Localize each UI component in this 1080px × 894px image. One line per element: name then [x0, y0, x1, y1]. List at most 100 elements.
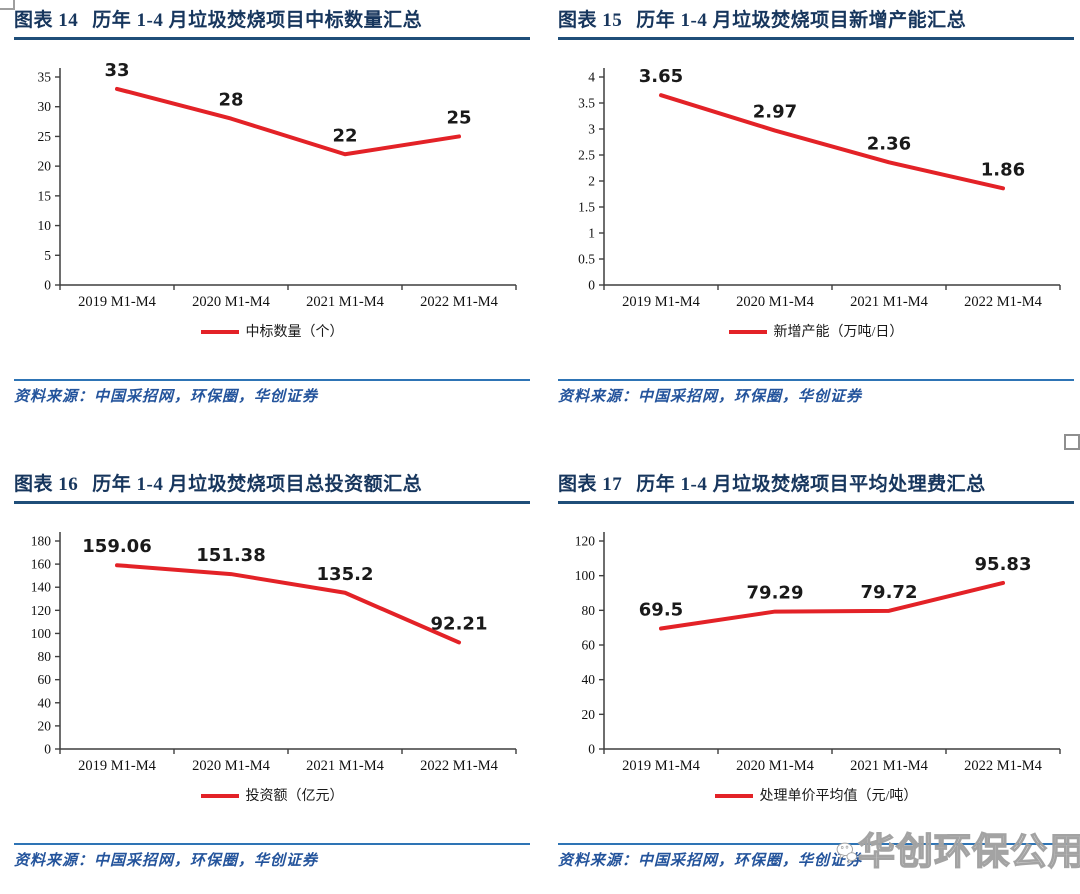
figure-title-text: 历年 1-4 月垃圾焚烧项目平均处理费汇总: [636, 474, 986, 495]
svg-text:2021 M1-M4: 2021 M1-M4: [850, 758, 928, 774]
charts-grid: 图表 14 历年 1-4 月垃圾焚烧项目中标数量汇总 0 5 10 15 20 25 30 35…: [14, 8, 1074, 877]
figure-title-text: 历年 1-4 月垃圾焚烧项目中标数量汇总: [92, 10, 423, 31]
svg-text:40: 40: [582, 672, 596, 687]
svg-text:15: 15: [38, 188, 52, 203]
figure-label: 图表 14: [14, 10, 79, 31]
svg-text:4: 4: [588, 70, 595, 85]
figure-label: 图表 16: [14, 474, 79, 495]
title-rule: [14, 501, 530, 504]
svg-text:120: 120: [31, 603, 52, 618]
chart-panel-17: 图表 17 历年 1-4 月垃圾焚烧项目平均处理费汇总 0 20 40 60 80 100 1…: [558, 472, 1074, 877]
svg-text:2020 M1-M4: 2020 M1-M4: [736, 294, 814, 310]
title-rule: [14, 37, 530, 40]
svg-text:151.38: 151.38: [196, 545, 265, 566]
source-separator-rule: [558, 843, 1074, 845]
chart-panel-16: 图表 16 历年 1-4 月垃圾焚烧项目总投资额汇总 0 20 40 60 80 100 12…: [14, 472, 530, 877]
svg-text:159.06: 159.06: [82, 536, 151, 557]
svg-text:2021 M1-M4: 2021 M1-M4: [306, 758, 384, 774]
chart-title: 图表 15 历年 1-4 月垃圾焚烧项目新增产能汇总: [558, 8, 1074, 34]
source-separator-rule: [14, 843, 530, 845]
chart-panel-15: 图表 15 历年 1-4 月垃圾焚烧项目新增产能汇总 0 0.5 1 1.5 2 2.5 3 3…: [558, 8, 1074, 413]
svg-text:25: 25: [446, 107, 471, 128]
svg-text:2: 2: [588, 174, 595, 189]
svg-text:80: 80: [582, 603, 596, 618]
svg-text:0: 0: [588, 278, 595, 293]
source-text: 资料来源：中国采招网，环保圈，华创证券: [14, 853, 319, 869]
svg-text:2019 M1-M4: 2019 M1-M4: [622, 294, 700, 310]
svg-text:1.86: 1.86: [981, 159, 1025, 180]
svg-text:2022 M1-M4: 2022 M1-M4: [964, 758, 1042, 774]
figure-title-text: 历年 1-4 月垃圾焚烧项目新增产能汇总: [636, 10, 967, 31]
svg-text:95.83: 95.83: [975, 554, 1032, 575]
svg-text:20: 20: [38, 718, 52, 733]
svg-text:5: 5: [44, 248, 51, 263]
svg-text:28: 28: [218, 90, 243, 111]
chart-panel-14: 图表 14 历年 1-4 月垃圾焚烧项目中标数量汇总 0 5 10 15 20 25 30 35…: [14, 8, 530, 413]
svg-text:3: 3: [588, 122, 595, 137]
figure-label: 图表 17: [558, 474, 623, 495]
svg-text:25: 25: [38, 129, 52, 144]
line-chart-total-investment: 0 20 40 60 80 100 120 140 160 180 2019 M1-M4 2020 M…: [31, 532, 517, 774]
ui-artifact-checkbox: [1064, 434, 1080, 450]
svg-text:0: 0: [44, 742, 51, 757]
chart-title: 图表 17 历年 1-4 月垃圾焚烧项目平均处理费汇总: [558, 472, 1074, 498]
svg-text:2.97: 2.97: [753, 102, 797, 123]
svg-text:100: 100: [31, 626, 52, 641]
svg-text:1.5: 1.5: [578, 200, 595, 215]
chart-legend: 新增产能（万吨/日）: [558, 323, 1074, 343]
svg-text:3.5: 3.5: [578, 96, 595, 111]
legend-label: 处理单价平均值（元/吨）: [759, 789, 918, 804]
line-chart-won-projects: 0 5 10 15 20 25 30 35 2019 M1-M4 2020 M1-M4 2021 M…: [38, 60, 517, 310]
svg-text:140: 140: [31, 580, 52, 595]
svg-text:69.5: 69.5: [639, 600, 683, 621]
svg-text:79.29: 79.29: [747, 583, 804, 604]
chart-title: 图表 16 历年 1-4 月垃圾焚烧项目总投资额汇总: [14, 472, 530, 498]
svg-text:2019 M1-M4: 2019 M1-M4: [622, 758, 700, 774]
legend-line-swatch: [714, 793, 753, 798]
source-separator-rule: [558, 379, 1074, 381]
svg-text:2022 M1-M4: 2022 M1-M4: [420, 758, 498, 774]
source-text: 资料来源：中国采招网，环保圈，华创证券: [558, 853, 863, 869]
legend-line-swatch: [728, 329, 767, 334]
legend-label: 中标数量（个）: [245, 325, 344, 340]
figure-title-text: 历年 1-4 月垃圾焚烧项目总投资额汇总: [92, 474, 423, 495]
svg-text:120: 120: [575, 534, 596, 549]
chart-title: 图表 14 历年 1-4 月垃圾焚烧项目中标数量汇总: [14, 8, 530, 34]
chart-legend: 投资额（亿元）: [14, 787, 530, 807]
svg-text:2020 M1-M4: 2020 M1-M4: [192, 294, 270, 310]
svg-text:1: 1: [588, 226, 595, 241]
svg-text:2020 M1-M4: 2020 M1-M4: [192, 758, 270, 774]
svg-text:0: 0: [44, 278, 51, 293]
svg-text:135.2: 135.2: [317, 564, 374, 585]
svg-text:92.21: 92.21: [431, 613, 488, 634]
svg-text:2021 M1-M4: 2021 M1-M4: [306, 294, 384, 310]
ui-artifact-corner-box: [0, 0, 15, 10]
title-rule: [558, 501, 1074, 504]
svg-text:2021 M1-M4: 2021 M1-M4: [850, 294, 928, 310]
svg-text:10: 10: [38, 218, 52, 233]
source-text: 资料来源：中国采招网，环保圈，华创证券: [14, 389, 319, 405]
chart-legend: 处理单价平均值（元/吨）: [558, 787, 1074, 807]
svg-text:22: 22: [332, 125, 357, 146]
svg-text:160: 160: [31, 557, 52, 572]
svg-text:35: 35: [38, 70, 52, 85]
svg-text:40: 40: [38, 695, 52, 710]
svg-text:60: 60: [582, 638, 596, 653]
legend-label: 投资额（亿元）: [245, 789, 344, 804]
svg-text:2.5: 2.5: [578, 148, 595, 163]
svg-text:180: 180: [31, 534, 52, 549]
svg-text:100: 100: [575, 568, 596, 583]
svg-text:20: 20: [582, 707, 596, 722]
chart-legend: 中标数量（个）: [14, 323, 530, 343]
svg-text:2019 M1-M4: 2019 M1-M4: [78, 758, 156, 774]
svg-text:0.5: 0.5: [578, 252, 595, 267]
svg-text:33: 33: [104, 60, 129, 81]
svg-text:2019 M1-M4: 2019 M1-M4: [78, 294, 156, 310]
svg-text:0: 0: [588, 742, 595, 757]
svg-text:2020 M1-M4: 2020 M1-M4: [736, 758, 814, 774]
line-chart-average-fee: 0 20 40 60 80 100 120 2019 M1-M4 2020 M1-M4 2021 …: [575, 532, 1061, 774]
legend-label: 新增产能（万吨/日）: [773, 325, 904, 340]
svg-text:2022 M1-M4: 2022 M1-M4: [964, 294, 1042, 310]
line-chart-new-capacity: 0 0.5 1 1.5 2 2.5 3 3.5 4 2019 M1-M4 2020 M1-M4 202…: [578, 66, 1061, 310]
